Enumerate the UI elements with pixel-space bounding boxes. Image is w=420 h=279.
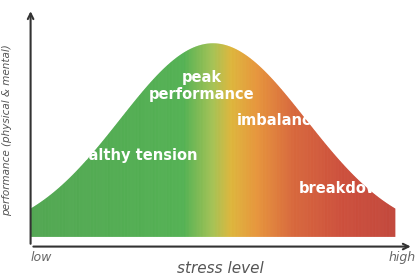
Text: healthy tension: healthy tension (68, 148, 197, 163)
Text: high: high (389, 251, 416, 264)
Text: imbalance: imbalance (236, 113, 321, 128)
Text: stress level: stress level (177, 261, 264, 276)
Text: performance (physical & mental): performance (physical & mental) (2, 45, 12, 216)
Text: breakdown: breakdown (298, 181, 390, 196)
Text: peak
performance: peak performance (149, 70, 255, 102)
Text: low: low (31, 251, 52, 264)
